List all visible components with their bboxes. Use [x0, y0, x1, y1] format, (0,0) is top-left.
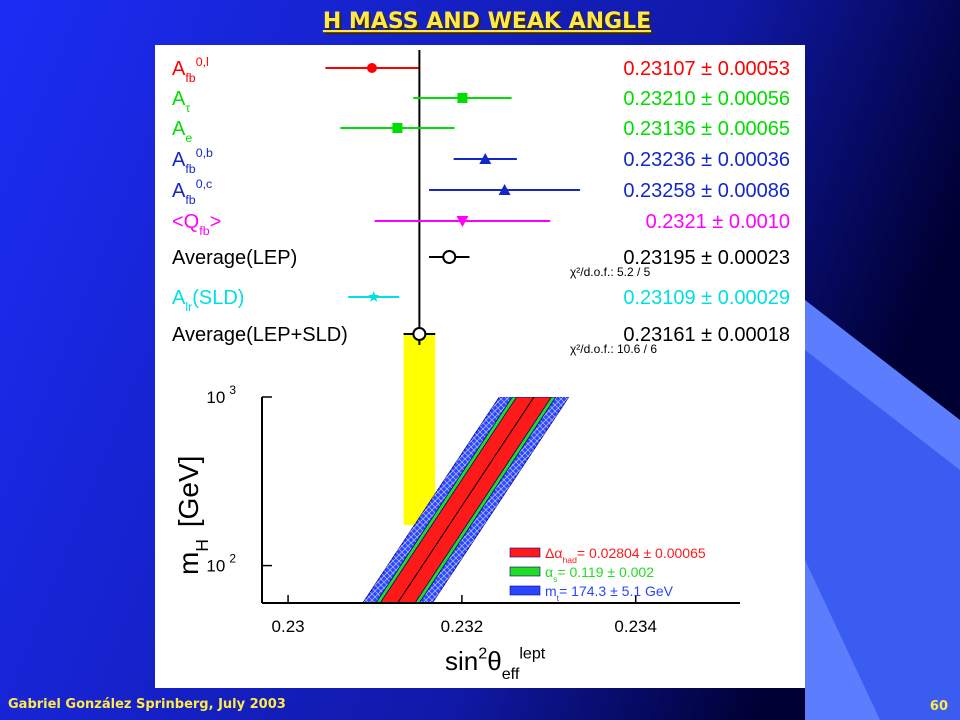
y-tick-exponent: 2: [229, 552, 236, 566]
row-label-part: A: [172, 287, 186, 309]
row-label-part: >: [210, 211, 222, 233]
legend-label-part: α: [545, 564, 553, 580]
row-label-part: τ: [185, 101, 190, 115]
legend-label: αs= 0.119 ± 0.002: [545, 564, 654, 584]
legend-label-part: = 0.02804 ± 0.00065: [577, 545, 706, 561]
row-label-part: Average(LEP+SLD): [172, 324, 348, 346]
x-tick-label: 0.234: [614, 617, 657, 636]
y-tick-label: 10 2: [206, 552, 236, 576]
marker: [479, 153, 492, 164]
marker: [442, 250, 457, 264]
legend-swatch: [509, 547, 541, 558]
marker: [412, 327, 427, 341]
legend-label-part: had: [562, 555, 577, 565]
row-label-part: A: [172, 88, 186, 110]
legend-label-part: t: [557, 593, 560, 603]
band-area: [362, 397, 570, 603]
x-tick-label: 0.23: [272, 617, 305, 636]
legend-label: Δαhad= 0.02804 ± 0.00065: [545, 545, 706, 565]
legend-label-part: m: [545, 583, 557, 599]
plot-background: [155, 45, 805, 688]
row-label-part: e: [185, 131, 192, 145]
row-label: Ae: [172, 118, 192, 145]
value-label: 0.23161 ± 0.00018: [623, 324, 790, 346]
value-label: 0.23109 ± 0.00029: [623, 287, 790, 309]
title-shadow: H MASS AND WEAK ANGLE: [325, 11, 653, 36]
value-label: 0.23195 ± 0.00023: [623, 247, 790, 269]
legend-label-part: = 174.3 ± 5.1 GeV: [559, 583, 674, 599]
y-tick-base: 10: [206, 557, 225, 576]
row-label-part: A: [172, 180, 186, 202]
value-label: 0.23210 ± 0.00056: [623, 88, 790, 110]
y-axis-label-part: [GeV]: [173, 456, 204, 528]
marker: [498, 184, 511, 195]
x-axis-label: sin2θeff lept: [445, 644, 546, 683]
row-label: Afb0,l: [172, 55, 209, 85]
x-axis-label-part: eff: [502, 665, 520, 683]
average-band: [403, 334, 436, 525]
row-label-part: lr: [185, 300, 192, 314]
legend-swatch: [509, 566, 541, 577]
y-tick-base: 10: [206, 388, 225, 407]
legend-swatch: [509, 585, 541, 596]
x-axis-label-part: sin: [445, 646, 478, 676]
band-center: [397, 397, 535, 603]
row-label: Afb0,b: [172, 146, 213, 176]
footer: Gabriel González Sprinberg, July 2003: [8, 697, 286, 712]
row-label-part: 0,l: [196, 55, 209, 69]
legend-label: mt= 174.3 ± 5.1 GeV: [545, 583, 674, 603]
decoration: [805, 350, 960, 720]
row-label-part: A: [172, 118, 186, 140]
fit-note: χ²/d.o.f.: 5.2 / 5: [570, 265, 651, 279]
fit-note: χ²/d.o.f.: 10.6 / 6: [570, 342, 657, 356]
legend-label-part: s: [553, 574, 558, 584]
row-label-part: (SLD): [192, 287, 244, 309]
legend-label-part: = 0.119 ± 0.002: [557, 564, 654, 580]
marker: [366, 63, 377, 73]
row-label: Aτ: [172, 88, 190, 115]
row-label: Alr(SLD): [172, 287, 244, 314]
marker: [392, 123, 403, 133]
marker: [456, 216, 469, 227]
x-axis-label-part: lept: [519, 644, 545, 662]
y-axis-label: mH [GeV]: [173, 456, 212, 575]
legend-label-part: Δα: [545, 545, 562, 561]
x-axis-label-part: θ: [487, 646, 501, 676]
row-label: Average(LEP+SLD): [172, 324, 348, 346]
row-label-part: A: [172, 58, 186, 80]
row-label-part: fb: [199, 224, 209, 238]
y-tick-exponent: 3: [229, 383, 236, 397]
y-axis-label-part: H: [192, 539, 212, 552]
row-label-part: fb: [185, 71, 195, 85]
value-label: 0.23107 ± 0.00053: [623, 58, 790, 80]
value-label: 0.2321 ± 0.0010: [646, 211, 790, 233]
y-tick-label: 10 3: [206, 383, 236, 407]
row-label-part: 0,c: [196, 177, 213, 191]
row-label-part: fb: [185, 162, 195, 176]
page-number: 60: [930, 699, 948, 714]
marker: [457, 93, 468, 103]
x-tick-label: 0.232: [441, 617, 484, 636]
slide-title: H MASS AND WEAK ANGLE: [323, 9, 651, 34]
row-label-part: fb: [185, 193, 195, 207]
x-axis-label-part: 2: [478, 644, 487, 662]
marker: [368, 291, 380, 302]
row-label-part: <Q: [172, 211, 199, 233]
row-label: <Qfb>: [172, 211, 221, 238]
row-label-part: 0,b: [196, 146, 213, 160]
value-label: 0.23236 ± 0.00036: [623, 149, 790, 171]
row-label: Afb0,c: [172, 177, 212, 207]
y-axis-label-part: m: [173, 552, 204, 575]
row-label: Average(LEP): [172, 247, 297, 269]
row-label-part: Average(LEP): [172, 247, 297, 269]
row-label-part: A: [172, 149, 186, 171]
value-label: 0.23258 ± 0.00086: [623, 180, 790, 202]
value-label: 0.23136 ± 0.00065: [623, 118, 790, 140]
